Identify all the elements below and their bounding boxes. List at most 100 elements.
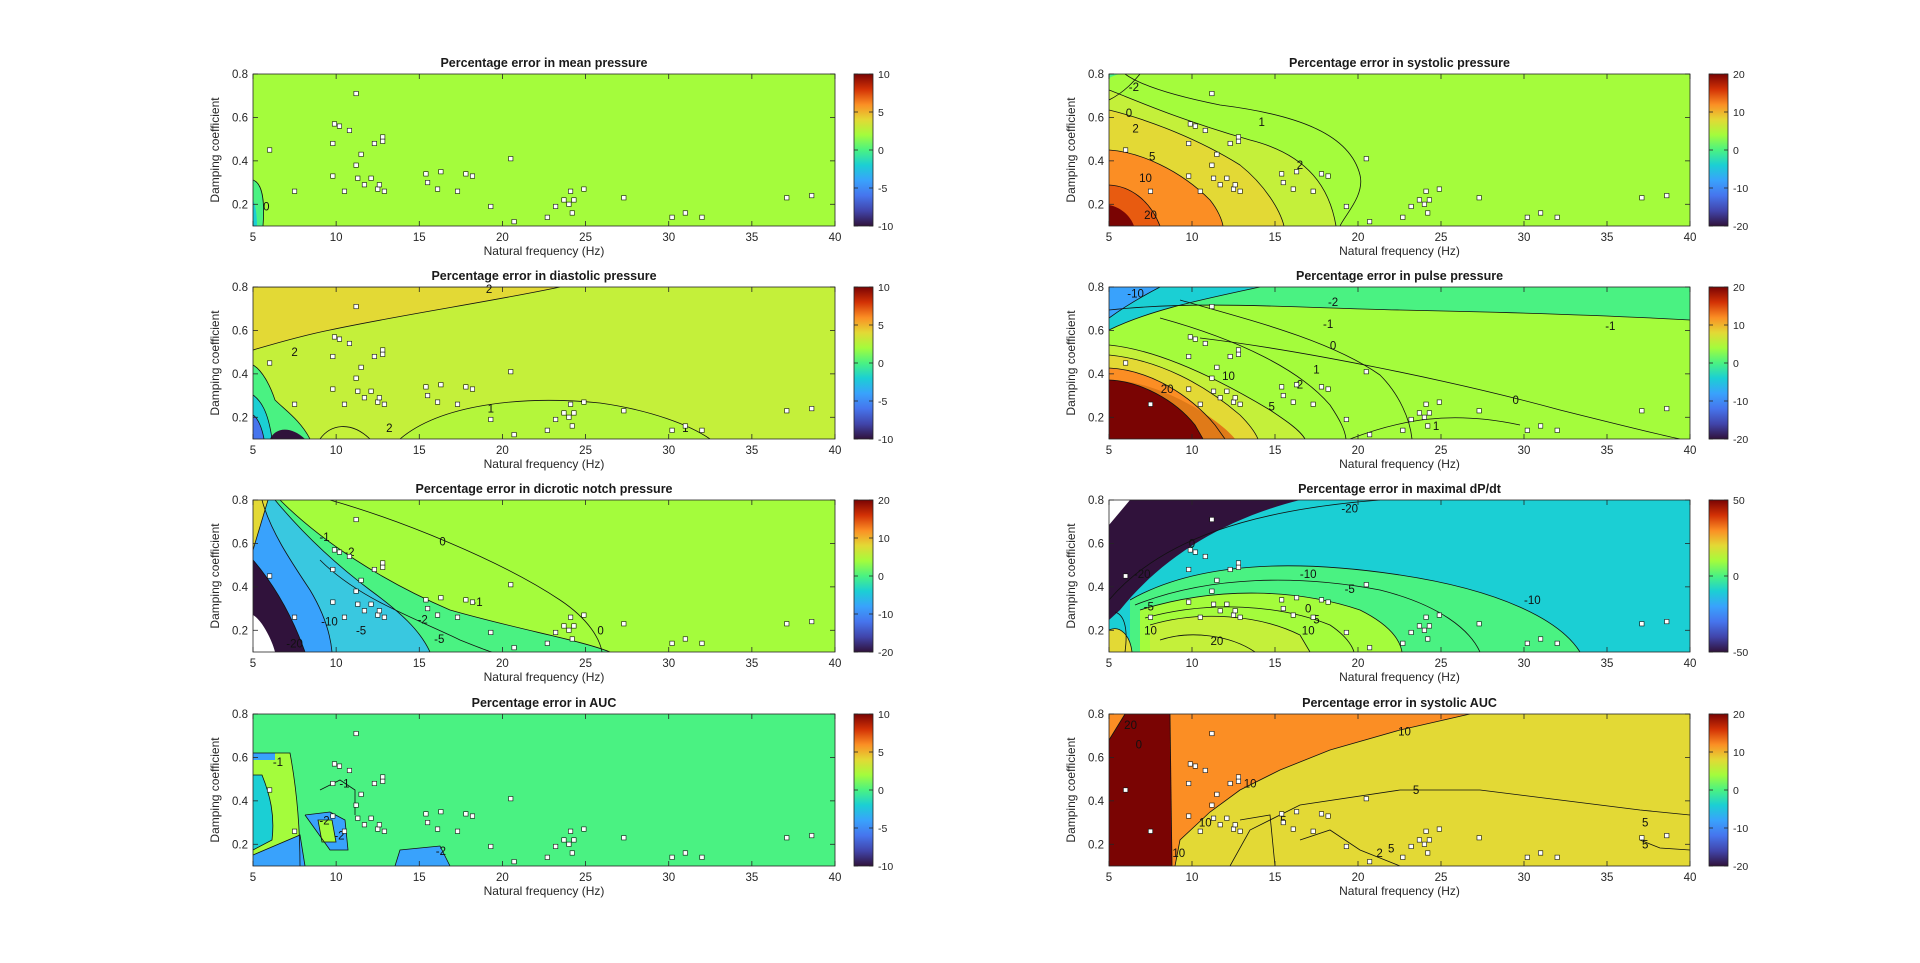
sample-point bbox=[561, 837, 567, 843]
contour-label: 2 bbox=[1376, 848, 1382, 860]
x-tick-label: 15 bbox=[1269, 445, 1282, 457]
sample-point bbox=[1235, 564, 1241, 570]
sample-point bbox=[423, 597, 429, 603]
contour-labels: 20010101055555210 bbox=[1124, 720, 1648, 860]
contour-label: 10 bbox=[1244, 778, 1257, 790]
contour-label: -1 bbox=[472, 597, 482, 609]
axes: Percentage error in mean pressure 5 10 15 20… bbox=[208, 56, 893, 258]
contour-label: -10 bbox=[1300, 569, 1317, 581]
sample-point bbox=[1237, 828, 1243, 834]
sample-point bbox=[469, 386, 475, 392]
sample-point bbox=[1227, 353, 1233, 359]
contour-label: 0 bbox=[439, 536, 445, 548]
sample-point bbox=[438, 169, 444, 175]
sample-point bbox=[463, 171, 469, 177]
x-axis-label: Natural frequency (Hz) bbox=[484, 884, 605, 898]
x-tick-label: 25 bbox=[579, 658, 592, 670]
sample-point bbox=[1343, 843, 1349, 849]
sample-point bbox=[455, 401, 461, 407]
sample-point bbox=[1343, 629, 1349, 635]
colorbar-tick-label: -10 bbox=[1733, 183, 1748, 195]
sample-point bbox=[544, 640, 550, 646]
sample-point bbox=[425, 820, 431, 826]
sample-point bbox=[380, 351, 386, 357]
x-tick-label: 10 bbox=[1186, 872, 1199, 884]
contour-label: 0 bbox=[1305, 604, 1311, 616]
contour-fill bbox=[1109, 500, 1690, 652]
sample-point bbox=[561, 197, 567, 203]
contour-fill bbox=[253, 74, 835, 226]
sample-point bbox=[566, 414, 572, 420]
colorbar-tick-label: 10 bbox=[1733, 320, 1745, 332]
chart-title: Percentage error in maximal dP/dt bbox=[1298, 482, 1502, 496]
y-tick-label: 0.4 bbox=[1088, 796, 1105, 808]
y-tick-label: 0.4 bbox=[1088, 369, 1105, 381]
y-tick-label: 0.2 bbox=[232, 625, 248, 637]
sample-point bbox=[508, 796, 514, 802]
sample-point bbox=[1325, 173, 1331, 179]
x-tick-label: 5 bbox=[1106, 445, 1112, 457]
sample-point bbox=[1186, 566, 1192, 572]
x-tick-label: 35 bbox=[1601, 872, 1614, 884]
x-axis-label: Natural frequency (Hz) bbox=[484, 244, 605, 258]
y-axis-label: Damping coefficient bbox=[208, 523, 222, 629]
sample-point bbox=[292, 614, 298, 620]
sample-point bbox=[1416, 623, 1422, 629]
colorbar-tick-label: -10 bbox=[1733, 396, 1748, 408]
x-tick-label: 15 bbox=[413, 658, 426, 670]
sample-point bbox=[330, 173, 336, 179]
y-tick-label: 0.8 bbox=[1088, 709, 1104, 721]
sample-point bbox=[1123, 573, 1129, 579]
x-axis-label: Natural frequency (Hz) bbox=[1339, 244, 1460, 258]
x-axis-label: Natural frequency (Hz) bbox=[484, 457, 605, 471]
sample-point bbox=[1231, 612, 1237, 618]
sample-point bbox=[1476, 195, 1482, 201]
sample-point bbox=[1192, 763, 1198, 769]
x-axis-label: Natural frequency (Hz) bbox=[1339, 884, 1460, 898]
sample-point bbox=[1423, 401, 1429, 407]
sample-point bbox=[511, 645, 517, 651]
colorbar-tick-label: -50 bbox=[1733, 647, 1748, 659]
contour-label: -2 bbox=[319, 815, 329, 827]
x-tick-label: 20 bbox=[1352, 658, 1365, 670]
y-tick-label: 0.8 bbox=[1088, 282, 1104, 294]
sample-point bbox=[331, 761, 337, 767]
y-tick-label: 0.8 bbox=[232, 709, 248, 721]
sample-point bbox=[375, 399, 381, 405]
x-tick-label: 5 bbox=[1106, 658, 1112, 670]
contour-label: 0 bbox=[1330, 341, 1336, 353]
sample-points bbox=[1123, 517, 1670, 651]
contour-label: 5 bbox=[1413, 785, 1419, 797]
sample-point bbox=[784, 835, 790, 841]
y-axis-label: Damping coefficient bbox=[1064, 310, 1078, 416]
contour-label: -2 bbox=[436, 846, 446, 858]
sample-point bbox=[1186, 813, 1192, 819]
sample-point bbox=[368, 601, 374, 607]
sample-point bbox=[1426, 197, 1432, 203]
sample-point bbox=[1186, 353, 1192, 359]
sample-point bbox=[1664, 619, 1670, 625]
sample-point bbox=[435, 186, 441, 192]
colorbar-tick-label: 50 bbox=[1733, 495, 1745, 507]
x-tick-label: 5 bbox=[250, 658, 256, 670]
sample-point bbox=[1214, 151, 1220, 157]
sample-point bbox=[553, 203, 559, 209]
sample-point bbox=[1538, 850, 1544, 856]
sample-point bbox=[1436, 612, 1442, 618]
colorbar-tick-label: 0 bbox=[878, 571, 884, 583]
sample-point bbox=[376, 182, 382, 188]
panel-dicrotic-notch-pressure: 0 -1 -2 -1 -2 -5 -5 0 -20 -10 Percentage error in… bbox=[208, 482, 893, 684]
sample-point bbox=[571, 197, 577, 203]
sample-point bbox=[1476, 835, 1482, 841]
sample-point bbox=[1148, 401, 1154, 407]
x-tick-label: 10 bbox=[330, 232, 343, 244]
sample-point bbox=[566, 627, 572, 633]
sample-point bbox=[682, 423, 688, 429]
sample-point bbox=[341, 614, 347, 620]
sample-point bbox=[380, 138, 386, 144]
axes: Percentage error in diastolic pressure 5 1… bbox=[208, 269, 893, 471]
x-tick-label: 20 bbox=[496, 658, 509, 670]
sample-point bbox=[346, 127, 352, 133]
x-tick-label: 5 bbox=[1106, 872, 1112, 884]
